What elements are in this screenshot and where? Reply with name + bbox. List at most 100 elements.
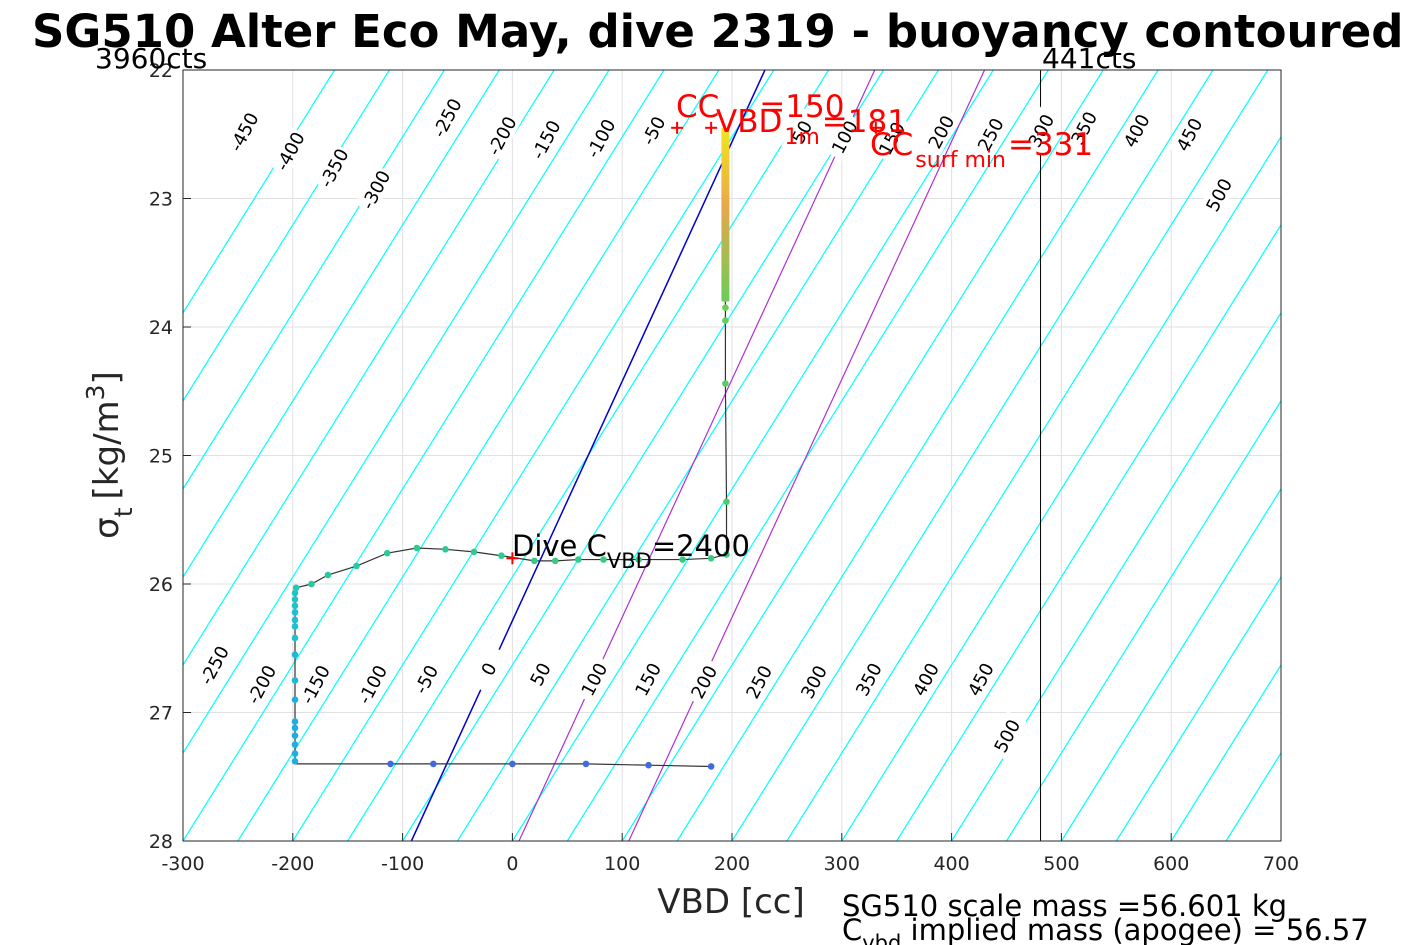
contour-label-bg	[351, 659, 392, 709]
dive-point	[498, 552, 505, 560]
dive-point	[722, 380, 729, 387]
contour-line	[402, 70, 885, 841]
contour-line	[566, 70, 1049, 841]
implied-mass-sub: vbd	[862, 931, 901, 945]
contour-line	[456, 70, 939, 841]
contour-label-bg	[986, 711, 1027, 761]
y-axis-label: σt [kg/m3]	[81, 371, 138, 539]
dive-point	[582, 760, 590, 768]
x-axis-label: VBD [cc]	[657, 882, 805, 922]
contour-label-bg	[1020, 105, 1061, 155]
contour-label-bg	[793, 657, 834, 707]
contour-label-bg	[920, 107, 961, 157]
cc-value: =150	[759, 89, 844, 125]
dive-cvbd-annotation: Dive CVBD=2400	[512, 529, 750, 573]
svg-text:CC=150: CC =150	[676, 89, 844, 125]
contour-line	[183, 70, 555, 667]
contour-line	[511, 70, 994, 841]
contour-label-bg	[738, 657, 779, 707]
y-tick-label: 22	[149, 60, 173, 82]
contour-label-bg	[519, 649, 560, 699]
vbd-annotation: VBD1m=181	[716, 104, 907, 150]
dive-point	[353, 562, 360, 570]
dive-point	[722, 304, 729, 312]
vbd-label: VBD	[716, 104, 782, 140]
contour-label-bg	[240, 659, 281, 709]
vbd-value: =181	[822, 104, 907, 140]
counts-right-label: 441cts	[1042, 42, 1136, 75]
contour-line	[1115, 575, 1281, 841]
y-tick-label: 28	[149, 831, 173, 853]
dive-point	[551, 557, 559, 565]
cc-label: CC	[676, 89, 719, 125]
contour-line	[183, 70, 610, 755]
buoyancy-contours	[183, 70, 1281, 841]
x-tick-label: -100	[381, 853, 424, 875]
magenta-reference-line	[518, 70, 876, 841]
x-tick-label: -300	[161, 853, 204, 875]
contour-label-bg	[525, 114, 566, 164]
dive-point	[707, 555, 715, 562]
dive-point	[635, 556, 642, 563]
contour-label-bg	[871, 113, 912, 163]
contour-label-bg	[468, 644, 509, 694]
dive-point	[291, 732, 299, 739]
contour-label-bg	[294, 659, 335, 709]
contour-label-bg	[223, 107, 264, 157]
cc-annotation: CC =150	[676, 89, 844, 125]
x-tick-label: 600	[1153, 853, 1189, 875]
contour-line	[183, 70, 500, 579]
contour-line	[237, 70, 720, 841]
x-tick-label: 200	[714, 853, 750, 875]
y-tick-label: 25	[149, 446, 173, 468]
y-tick-label: 26	[149, 574, 173, 596]
dive-point	[291, 696, 299, 703]
dive-point	[291, 750, 299, 757]
dive-point	[291, 623, 299, 630]
contour-line	[183, 70, 336, 315]
contour-label-bg	[580, 113, 621, 163]
dive-point	[531, 557, 538, 565]
contour-label-bg	[1198, 170, 1239, 220]
dive-point	[383, 549, 391, 557]
dive-point	[291, 741, 299, 748]
dive-point	[574, 556, 582, 563]
contour-line	[841, 135, 1281, 841]
contour-line	[1170, 663, 1281, 841]
dive-point	[679, 556, 686, 563]
contour-label-bg	[969, 109, 1011, 159]
contour-line	[951, 311, 1281, 841]
x-tick-label: 700	[1263, 853, 1299, 875]
dive-point	[413, 544, 421, 552]
contour-line	[896, 223, 1281, 841]
svg-text:Dive CVBD=2400: Dive CVBD=2400	[512, 529, 750, 573]
svg-text:VBD1m=181: VBD1m=181	[716, 104, 907, 150]
dive-point	[387, 760, 394, 768]
contour-label-bg	[193, 640, 234, 690]
dive-label: Dive C	[512, 529, 607, 563]
svg-text:CCsurf min=331: CCsurf min=331	[870, 127, 1093, 173]
dive-point	[707, 763, 715, 770]
magenta-reference-line	[628, 70, 986, 841]
y-sigma: σ	[87, 517, 127, 539]
x-tick-label: 100	[604, 853, 640, 875]
y-close: ]	[87, 371, 127, 384]
track-line	[294, 127, 728, 768]
contour-line	[1280, 839, 1281, 841]
y-units: [kg/m	[87, 400, 127, 499]
dive-point	[291, 677, 299, 684]
contour-label-bg	[1168, 109, 1209, 159]
dive-point	[509, 760, 516, 768]
dive-point	[291, 718, 299, 725]
dive-point	[291, 758, 299, 765]
contour-label-bg	[632, 105, 673, 155]
svg-text:σt[kg/m3]: σt [kg/m3]	[81, 371, 138, 539]
contour-label-bg	[905, 654, 946, 704]
dive-point	[291, 602, 299, 610]
contour-label-bg	[313, 143, 354, 193]
dive-point	[291, 651, 299, 658]
contour-label-bg	[781, 107, 822, 157]
dive-points	[291, 295, 730, 770]
y-tick-label: 24	[149, 317, 173, 339]
reference-lines	[410, 70, 1042, 841]
